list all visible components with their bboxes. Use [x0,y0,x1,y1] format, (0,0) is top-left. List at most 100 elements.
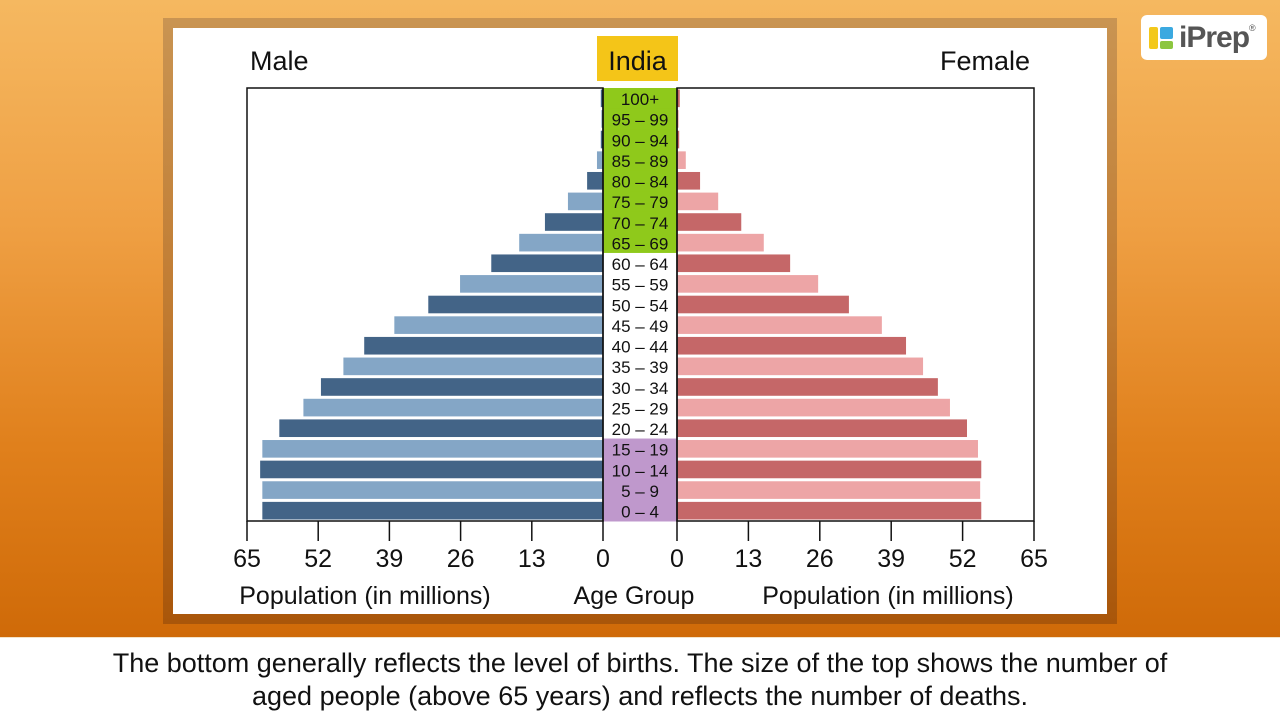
registered-mark: ® [1249,23,1256,33]
female-bar [677,254,791,273]
female-bar [677,130,680,149]
age-band-20 [603,500,677,522]
age-band-5 [603,191,677,213]
chart-title-bg [597,36,678,81]
age-band-7 [603,232,677,254]
age-group-label: 45 – 49 [612,317,669,336]
female-tick-label: 52 [949,545,977,573]
age-group-label: 100+ [621,90,659,109]
male-bar [544,213,603,231]
female-bar [677,460,982,479]
age-band-14 [603,376,677,398]
male-bar [303,398,603,417]
male-bar [460,275,603,293]
age-group-label: 95 – 99 [612,111,669,130]
iprep-logo: iPrep ® [1141,15,1267,60]
female-bar [677,501,982,520]
male-bar [600,130,603,149]
age-band-4 [603,170,677,192]
male-bar [587,171,603,190]
female-tick-label: 65 [1020,545,1048,573]
male-bar [394,316,603,334]
age-band-15 [603,397,677,419]
caption-line-2: aged people (above 65 years) and reflect… [252,681,1028,711]
female-bar [677,336,907,355]
male-xlabel: Population (in millions) [239,582,491,610]
female-title: Female [940,46,1030,76]
age-group-label: 15 – 19 [612,441,669,460]
male-tick-label: 39 [375,545,403,573]
female-bar [677,357,924,376]
male-tick-label: 13 [518,545,546,573]
female-bar [677,110,679,128]
age-band-9 [603,273,677,295]
age-band-2 [603,129,677,151]
age-band-18 [603,459,677,481]
female-bar [677,275,819,293]
female-bar [677,192,719,211]
female-bar [677,171,701,190]
male-bar [601,110,603,128]
female-tick-label: 39 [877,545,905,573]
male-tick-label: 0 [596,545,610,573]
female-bar [677,419,967,438]
male-bar [519,233,603,252]
age-group-label: 30 – 34 [612,379,669,398]
age-band-3 [603,149,677,171]
age-group-label: 20 – 24 [612,420,669,439]
iprep-logo-icon [1149,24,1177,52]
female-tick-label: 26 [806,545,834,573]
age-group-label: 65 – 69 [612,234,669,253]
age-group-label: 55 – 59 [612,276,669,295]
age-group-label: 85 – 89 [612,152,669,171]
female-bar [677,481,981,499]
male-bar [428,295,603,314]
age-group-label: 70 – 74 [612,214,669,233]
age-group-label: 40 – 44 [612,338,669,357]
age-band-19 [603,479,677,501]
age-band-10 [603,294,677,316]
age-band-12 [603,335,677,357]
male-bar [262,440,603,458]
male-title: Male [250,46,309,76]
female-bar [677,89,680,108]
male-bar [343,357,603,376]
female-bar [677,398,950,417]
female-bar [677,213,742,231]
chart-title: India [608,46,668,76]
age-band-1 [603,108,677,130]
male-bar [364,336,603,355]
male-bar [279,419,603,438]
age-band-11 [603,314,677,336]
age-band-6 [603,211,677,233]
male-bar [262,501,603,520]
age-group-label: Age Group [574,582,695,610]
female-bar [677,378,938,396]
male-tick-label: 65 [233,545,261,573]
male-bar [491,254,603,273]
male-bar [260,460,603,479]
age-group-label: 75 – 79 [612,193,669,212]
male-bar [600,89,603,108]
age-band-0 [603,88,677,110]
male-tick-label: 52 [304,545,332,573]
age-group-label: 5 – 9 [621,482,659,501]
age-group-label: 25 – 29 [612,399,669,418]
female-bar [677,316,882,334]
male-tick-label: 26 [447,545,475,573]
age-group-label: 80 – 84 [612,173,669,192]
female-xlabel: Population (in millions) [762,582,1014,610]
age-group-label: 50 – 54 [612,296,669,315]
female-tick-label: 0 [670,545,684,573]
age-band-16 [603,417,677,440]
male-bar [567,192,603,211]
female-bar [677,233,764,252]
female-tick-label: 13 [734,545,762,573]
male-bar [262,481,603,499]
age-group-label: 0 – 4 [621,503,659,522]
male-bar [320,378,603,396]
logo-text: iPrep [1179,20,1250,54]
female-bar [677,295,849,314]
age-group-label: 60 – 64 [612,255,669,274]
